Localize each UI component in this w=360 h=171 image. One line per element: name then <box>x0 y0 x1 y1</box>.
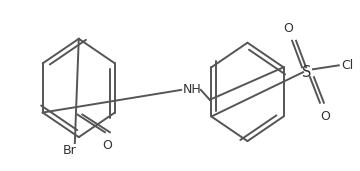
Text: O: O <box>102 139 112 152</box>
Text: O: O <box>283 22 293 35</box>
Text: NH: NH <box>183 83 202 96</box>
Text: Br: Br <box>63 144 77 157</box>
Text: O: O <box>320 110 330 123</box>
Text: Cl: Cl <box>341 59 353 72</box>
Text: S: S <box>302 65 312 80</box>
